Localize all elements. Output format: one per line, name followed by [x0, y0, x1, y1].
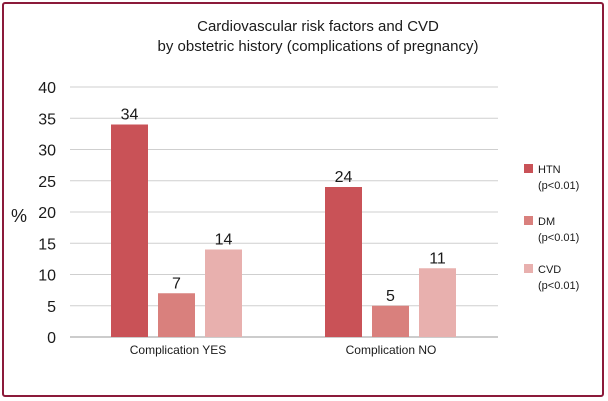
- category-label-complication-no: Complication NO: [346, 343, 437, 357]
- chart-title-line-1: Cardiovascular risk factors and CVD: [197, 18, 439, 35]
- y-tick-label-20: 20: [38, 205, 56, 222]
- data-label-cvd-complication-yes: 14: [215, 232, 233, 249]
- data-labels: 34 7 14 24 5 11: [121, 107, 446, 305]
- y-tick-label-0: 0: [47, 330, 56, 347]
- data-label-cvd-complication-no: 11: [429, 250, 446, 267]
- bar-dm-complication-no: [372, 305, 409, 337]
- bar-htn-complication-no: [325, 187, 362, 337]
- chart-title-line-2: by obstetric history (complications of p…: [158, 38, 479, 55]
- y-tick-label-25: 25: [38, 174, 56, 191]
- y-tick-labels: 0 5 10 15 20 25 30 35 40: [38, 80, 56, 347]
- legend-swatch-dm: [524, 216, 533, 225]
- bars: [111, 124, 456, 337]
- y-tick-label-40: 40: [38, 80, 56, 97]
- y-axis-label: %: [11, 206, 27, 226]
- data-label-dm-complication-yes: 7: [172, 275, 181, 292]
- legend-label-htn: HTN: [538, 164, 561, 176]
- y-tick-label-35: 35: [38, 111, 56, 128]
- legend: HTN (p<0.01) DM (p<0.01) CVD (p<0.01): [524, 164, 579, 292]
- legend-sub-dm: (p<0.01): [538, 232, 579, 244]
- legend-label-dm: DM: [538, 216, 555, 228]
- legend-sub-htn: (p<0.01): [538, 180, 579, 192]
- y-tick-label-5: 5: [47, 299, 56, 316]
- legend-swatch-cvd: [524, 264, 533, 273]
- legend-swatch-htn: [524, 164, 533, 173]
- y-tick-label-30: 30: [38, 143, 56, 160]
- y-tick-label-15: 15: [38, 236, 56, 253]
- bar-cvd-complication-no: [419, 268, 456, 337]
- bar-dm-complication-yes: [158, 293, 195, 337]
- data-label-htn-complication-yes: 34: [121, 107, 139, 124]
- data-label-dm-complication-no: 5: [386, 288, 395, 305]
- legend-sub-cvd: (p<0.01): [538, 280, 579, 292]
- category-label-complication-yes: Complication YES: [130, 343, 227, 357]
- y-tick-label-10: 10: [38, 268, 56, 285]
- legend-label-cvd: CVD: [538, 264, 561, 276]
- chart-frame: [2, 2, 604, 397]
- bar-cvd-complication-yes: [205, 249, 242, 337]
- data-label-htn-complication-no: 24: [335, 169, 353, 186]
- bar-htn-complication-yes: [111, 124, 148, 337]
